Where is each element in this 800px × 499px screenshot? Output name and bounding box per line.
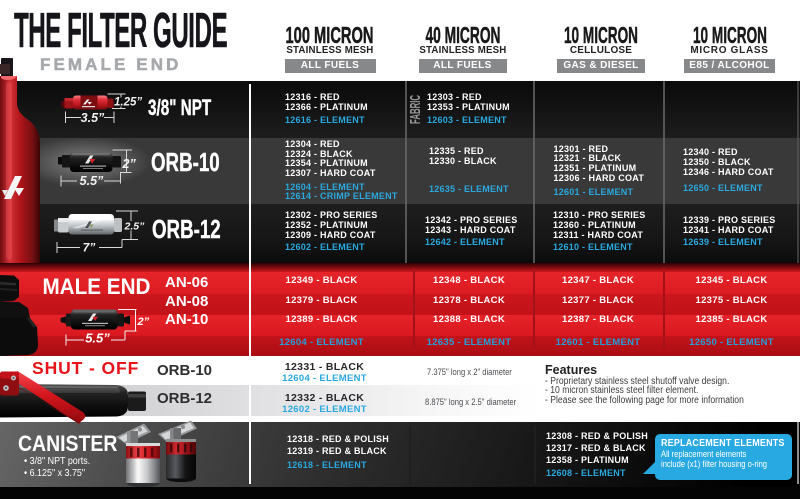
svg-text:5.5”: 5.5” (80, 174, 104, 188)
svg-text:2”: 2” (137, 316, 150, 328)
svg-text:5.5”: 5.5” (85, 331, 110, 346)
svg-text:7”: 7” (83, 241, 96, 255)
svg-text:2”: 2” (122, 157, 137, 171)
svg-text:2.5”: 2.5” (124, 221, 146, 233)
svg-text:1.25”: 1.25” (114, 97, 142, 109)
svg-text:3.5”: 3.5” (81, 111, 105, 125)
